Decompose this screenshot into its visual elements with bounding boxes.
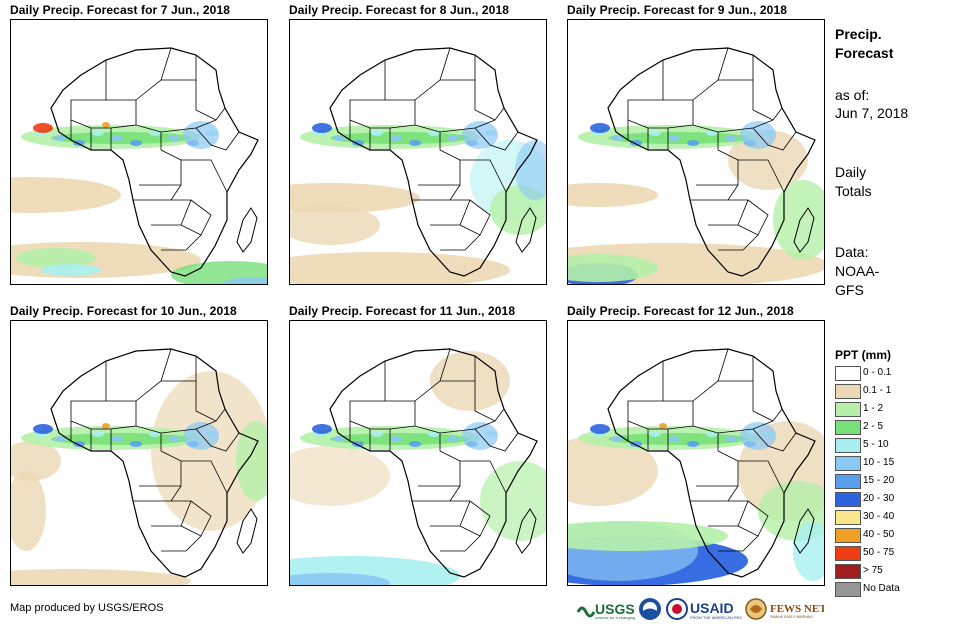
africa-map — [290, 348, 546, 585]
legend-item: 0 - 0.1 — [835, 365, 959, 383]
legend-label: 20 - 30 — [863, 493, 895, 504]
totals-line2: Totals — [835, 183, 872, 199]
legend-swatch — [835, 582, 861, 597]
data-source-line3: GFS — [835, 282, 864, 298]
legend-item: > 75 — [835, 563, 959, 581]
forecast-map-1 — [10, 19, 268, 285]
legend-item: 0.1 - 1 — [835, 383, 959, 401]
legend-item: 2 - 5 — [835, 419, 959, 437]
africa-map — [568, 348, 824, 585]
legend-label: 30 - 40 — [863, 511, 895, 522]
legend-swatch — [835, 546, 861, 561]
legend-swatch — [835, 384, 861, 399]
legend-item: 20 - 30 — [835, 491, 959, 509]
legend-label: 50 - 75 — [863, 547, 895, 558]
legend-label: 15 - 20 — [863, 475, 895, 486]
legend-label: 40 - 50 — [863, 529, 895, 540]
forecast-map-3 — [567, 19, 825, 285]
legend-item: 50 - 75 — [835, 545, 959, 563]
data-source-line1: Data: — [835, 244, 869, 260]
svg-text:USGS: USGS — [595, 601, 635, 617]
panel-title-4: Daily Precip. Forecast for 10 Jun., 2018 — [10, 304, 237, 318]
noaa-logo — [638, 596, 662, 622]
svg-text:FEWS NET: FEWS NET — [770, 603, 824, 615]
panel-title-5: Daily Precip. Forecast for 11 Jun., 2018 — [289, 304, 516, 318]
legend-item: 15 - 20 — [835, 473, 959, 491]
legend-item: 10 - 15 — [835, 455, 959, 473]
forecast-map-2 — [289, 19, 547, 285]
svg-text:FROM THE AMERICAN PEOPLE: FROM THE AMERICAN PEOPLE — [690, 615, 742, 620]
forecast-map-5 — [289, 320, 547, 586]
svg-text:FAMINE EARLY WARNING: FAMINE EARLY WARNING — [770, 615, 813, 619]
svg-text:science for a changing world: science for a changing world — [595, 615, 636, 620]
legend-swatch — [835, 438, 861, 453]
legend-swatch — [835, 474, 861, 489]
legend-swatch — [835, 456, 861, 471]
legend-title: PPT (mm) — [835, 348, 892, 362]
legend-label: 0 - 0.1 — [863, 367, 892, 378]
legend-swatch — [835, 366, 861, 381]
legend-item: 30 - 40 — [835, 509, 959, 527]
legend-item: 40 - 50 — [835, 527, 959, 545]
forecast-map-4 — [10, 320, 268, 586]
africa-map — [11, 47, 267, 284]
legend-label: 10 - 15 — [863, 457, 895, 468]
legend-label: 0.1 - 1 — [863, 385, 892, 396]
usaid-logo: USAID FROM THE AMERICAN PEOPLE — [666, 596, 742, 622]
panel-title-1: Daily Precip. Forecast for 7 Jun., 2018 — [10, 3, 230, 17]
panel-title-3: Daily Precip. Forecast for 9 Jun., 2018 — [567, 3, 787, 17]
forecast-map-6 — [567, 320, 825, 586]
usgs-logo: USGS science for a changing world — [576, 596, 636, 622]
map-credit: Map produced by USGS/EROS — [10, 602, 164, 614]
legend-label: 2 - 5 — [863, 421, 884, 432]
sidebar-title-line1: Precip. — [835, 26, 882, 42]
legend-item: 1 - 2 — [835, 401, 959, 419]
svg-text:USAID: USAID — [690, 600, 734, 616]
panel-title-6: Daily Precip. Forecast for 12 Jun., 2018 — [567, 304, 794, 318]
legend-swatch — [835, 528, 861, 543]
legend-label: 1 - 2 — [863, 403, 884, 414]
legend-swatch — [835, 492, 861, 507]
legend-swatch — [835, 510, 861, 525]
totals-line1: Daily — [835, 164, 867, 180]
africa-map — [290, 47, 546, 284]
legend-swatch — [835, 420, 861, 435]
legend-item: 5 - 10 — [835, 437, 959, 455]
legend-label: > 75 — [863, 565, 883, 576]
asof-date: Jun 7, 2018 — [835, 105, 909, 121]
data-source-line2: NOAA- — [835, 263, 880, 279]
africa-map — [11, 348, 267, 585]
asof-label: as of: — [835, 87, 870, 103]
legend-swatch — [835, 402, 861, 417]
legend-label: 5 - 10 — [863, 439, 889, 450]
panel-title-2: Daily Precip. Forecast for 8 Jun., 2018 — [289, 3, 509, 17]
legend-item: No Data — [835, 581, 959, 599]
africa-map — [568, 47, 824, 284]
sidebar-title-line2: Forecast — [835, 45, 894, 61]
fewsnet-logo: FEWS NET FAMINE EARLY WARNING — [744, 596, 824, 622]
legend-label: No Data — [863, 583, 900, 594]
legend-swatch — [835, 564, 861, 579]
